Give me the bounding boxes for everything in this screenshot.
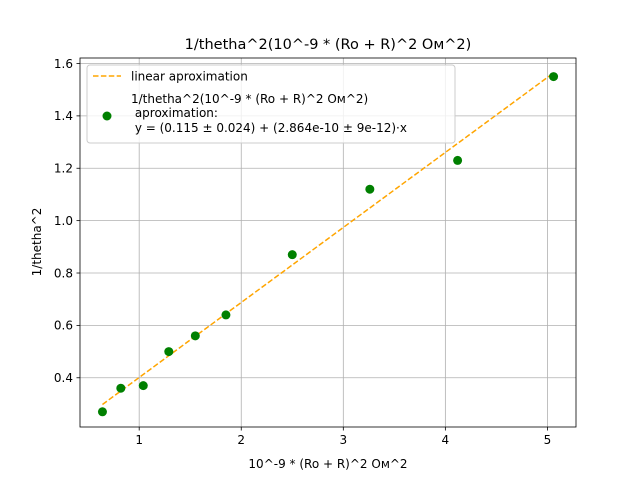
x-tick-label: 4 (442, 433, 450, 447)
x-axis-label: 10^-9 * (Ro + R)^2 Ом^2 (248, 457, 407, 471)
axis-ticks: 1 2 3 4 5 0.4 0.6 0.8 1.0 1.2 1.4 1.6 (54, 57, 551, 447)
y-tick-label: 1.6 (54, 57, 73, 71)
x-tick-label: 1 (135, 433, 143, 447)
legend-label-scatter-line2: aproximation: (131, 106, 218, 120)
y-axis-label: 1/thetha^2 (30, 208, 44, 277)
data-point (97, 407, 107, 417)
legend-label-linear: linear aproximation (131, 70, 248, 84)
x-tick-label: 3 (339, 433, 347, 447)
data-point (549, 72, 559, 82)
data-point (138, 381, 148, 391)
legend-label-scatter: 1/thetha^2(10^-9 * (Ro + R)^2 Ом^2) apro… (131, 92, 407, 135)
y-tick-label: 0.4 (54, 371, 73, 385)
y-tick-label: 1.2 (54, 162, 73, 176)
x-tick-label: 2 (237, 433, 245, 447)
legend-label-scatter-line1: 1/thetha^2(10^-9 * (Ro + R)^2 Ом^2) (131, 92, 368, 106)
data-point (365, 184, 375, 194)
plot-area (97, 72, 559, 417)
legend: linear aproximation 1/thetha^2(10^-9 * (… (86, 64, 456, 144)
chart-title: 1/thetha^2(10^-9 * (Ro + R)^2 Ом^2) (185, 37, 472, 53)
approximation-line (102, 72, 554, 406)
data-point (164, 347, 174, 357)
legend-label-scatter-line3: y = (0.115 ± 0.024) + (2.864e-10 ± 9e-12… (131, 121, 407, 135)
y-tick-label: 0.8 (54, 266, 73, 280)
data-point (116, 383, 126, 393)
data-point (453, 155, 463, 165)
legend-marker-scatter (102, 111, 112, 121)
x-tick-label: 5 (544, 433, 552, 447)
legend-box (86, 64, 456, 144)
data-point (190, 331, 200, 341)
axes-frame (79, 57, 577, 428)
data-point (287, 250, 297, 260)
y-tick-label: 0.6 (54, 319, 73, 333)
y-tick-label: 1.4 (54, 109, 73, 123)
data-point (221, 310, 231, 320)
y-tick-label: 1.0 (54, 214, 73, 228)
